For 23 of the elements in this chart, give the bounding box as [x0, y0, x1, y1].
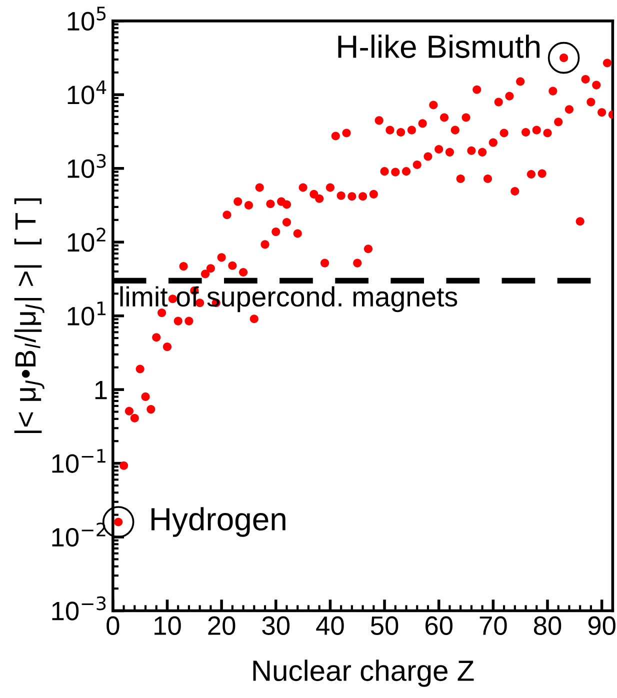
- x-tick-label: 0: [106, 616, 120, 635]
- y-tick-label: 1: [95, 380, 107, 400]
- annotation: Hydrogen: [152, 507, 286, 537]
- x-tick-label: 50: [370, 616, 398, 635]
- y-tick-label: 10$^{1}$: [68, 302, 106, 326]
- y-tick-label: 10$^{−3}$: [52, 596, 106, 620]
- y-tick-label: 10$^{−1}$: [52, 449, 106, 473]
- y-tick-label: 10$^{4}$: [68, 80, 106, 104]
- y-tick-label: 10$^{2}$: [68, 228, 106, 252]
- x-tick-label: 30: [262, 616, 290, 635]
- y-tick-label: 10$^{3}$: [68, 154, 106, 178]
- x-axis-title: Nuclear charge Z: [253, 660, 474, 687]
- x-tick-label: 80: [534, 616, 562, 635]
- x-tick-label: 70: [480, 616, 507, 635]
- y-tick-label: 10$^{5}$: [68, 6, 106, 31]
- x-tick-label: 20: [208, 616, 236, 635]
- y-axis-title: |< μ$_{J}$•B$_{l}$/|μ$_{J}$| >| [ T ]: [14, 198, 44, 433]
- annotation: H-like Bismuth: [338, 34, 540, 58]
- x-tick-label: 10: [154, 616, 181, 635]
- x-tick-label: 60: [426, 616, 452, 635]
- x-tick-label: 40: [316, 616, 344, 635]
- ref-line-label: limit of supercond. magnets: [120, 286, 458, 312]
- x-tick-label: 90: [588, 616, 616, 635]
